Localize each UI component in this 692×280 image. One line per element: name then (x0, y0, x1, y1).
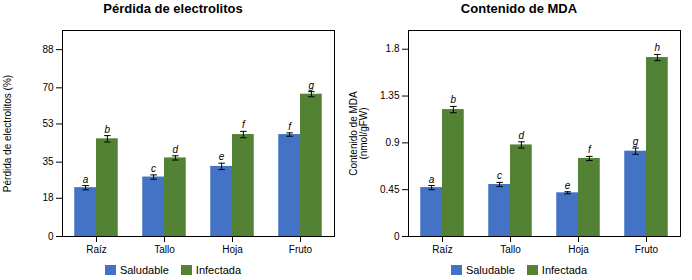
html-text:Infectada: Infectada (541, 264, 588, 276)
svg-text:Pérdida de electrolitos (%): Pérdida de electrolitos (%) (2, 75, 13, 192)
svg-text:f: f (242, 119, 246, 130)
svg-text:0: 0 (394, 231, 400, 242)
svg-text:53: 53 (42, 118, 54, 129)
svg-text:0.9: 0.9 (386, 137, 400, 148)
svg-text:d: d (519, 130, 525, 141)
html-text:Contenido de MDA: Contenido de MDA (460, 1, 578, 16)
svg-text:Tallo: Tallo (500, 244, 521, 255)
svg-text:88: 88 (42, 44, 54, 55)
svg-text:Hoja: Hoja (222, 244, 243, 255)
svg-text:e: e (565, 180, 571, 191)
svg-text:a: a (429, 174, 435, 185)
svg-text:1.8: 1.8 (386, 43, 400, 54)
svg-text:a: a (83, 174, 89, 185)
svg-text:18: 18 (42, 192, 54, 203)
svg-text:h: h (655, 42, 661, 53)
svg-text:g: g (309, 80, 315, 91)
svg-text:Fruto: Fruto (635, 244, 659, 255)
svg-text:d: d (173, 144, 179, 155)
svg-text:35: 35 (42, 156, 54, 167)
html-text:Pérdida de electrolitos: Pérdida de electrolitos (103, 1, 243, 16)
svg-text:c: c (151, 163, 156, 174)
svg-text:1.35: 1.35 (380, 90, 400, 101)
html-text:Saludable: Saludable (119, 264, 169, 276)
svg-text:Contenido de MDA(nmol/gFW): Contenido de MDA(nmol/gFW) (348, 91, 369, 176)
svg-text:c: c (497, 170, 502, 181)
svg-text:Fruto: Fruto (289, 244, 313, 255)
svg-text:Raíz: Raíz (86, 244, 107, 255)
svg-text:0.45: 0.45 (380, 184, 400, 195)
svg-text:0: 0 (48, 231, 54, 242)
html-text:Saludable: Saludable (465, 264, 515, 276)
svg-text:e: e (219, 151, 225, 162)
svg-text:f: f (588, 144, 592, 155)
svg-text:Hoja: Hoja (568, 244, 589, 255)
svg-text:b: b (451, 94, 457, 105)
svg-text:g: g (633, 136, 639, 147)
svg-text:b: b (105, 124, 111, 135)
svg-text:f: f (288, 121, 292, 132)
html-text:Infectada: Infectada (195, 264, 242, 276)
svg-text:70: 70 (42, 82, 54, 93)
svg-text:Raíz: Raíz (432, 244, 453, 255)
svg-text:Tallo: Tallo (154, 244, 175, 255)
